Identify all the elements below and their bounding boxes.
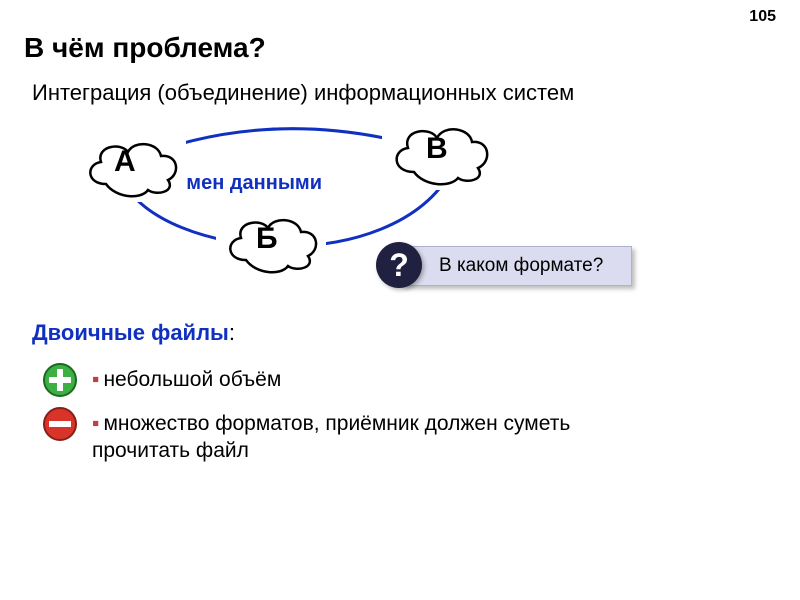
cloud-label-b: Б	[256, 222, 278, 256]
bullet-tick-icon: ▪	[92, 368, 99, 391]
bullet-row-plus: ▪небольшой объём	[42, 362, 281, 398]
bullet-text-2: ▪множество форматов, приёмник должен сум…	[92, 406, 652, 465]
callout-text: В каком формате?	[439, 255, 603, 277]
page-subtitle: Интеграция (объединение) информационных …	[32, 80, 574, 106]
minus-icon	[42, 406, 78, 442]
page-number: 105	[749, 8, 776, 26]
section-header: Двоичные файлы:	[32, 320, 235, 346]
page-title: В чём проблема?	[24, 32, 266, 64]
bullet-text-1: ▪небольшой объём	[92, 362, 281, 393]
bullet-text-1-content: небольшой объём	[103, 368, 281, 391]
section-header-rest: :	[229, 320, 235, 345]
question-icon: ?	[376, 242, 422, 288]
cloud-label-a: А	[114, 145, 136, 179]
plus-icon	[42, 362, 78, 398]
bullet-text-2-content: множество форматов, приёмник должен суме…	[92, 412, 570, 462]
exchange-label: обмен данными	[162, 172, 322, 195]
bullet-tick-icon: ▪	[92, 412, 99, 435]
bullet-row-minus: ▪множество форматов, приёмник должен сум…	[42, 406, 652, 465]
section-header-highlight: Двоичные файлы	[32, 320, 229, 345]
format-callout: В каком формате?	[402, 246, 632, 286]
cloud-label-v: В	[426, 132, 448, 166]
